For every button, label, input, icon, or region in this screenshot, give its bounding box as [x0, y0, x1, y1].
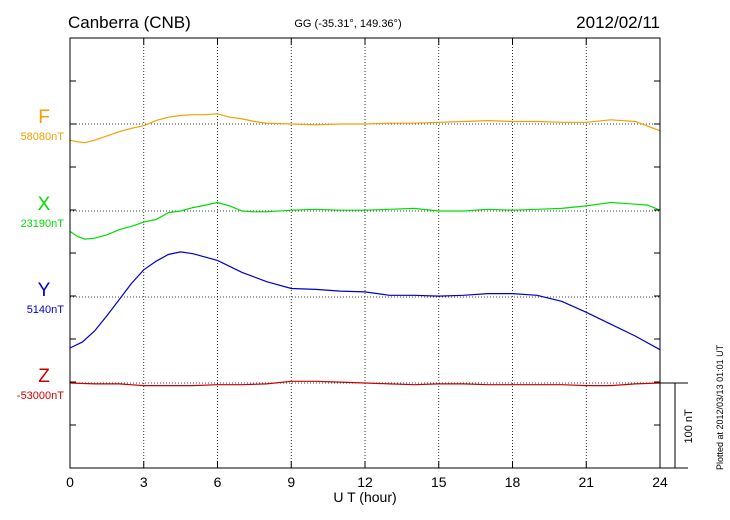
x-tick-label: 9 [287, 474, 295, 490]
series-baseline-z: -53000nT [17, 390, 64, 402]
coords-label: GG (-35.31°, 149.36°) [294, 18, 401, 30]
plotted-timestamp: Plotted at 2012/03/13 01:01 UT [715, 344, 725, 470]
x-tick-label: 3 [140, 474, 148, 490]
series-name-y: Y [38, 280, 51, 301]
scale-bar-label: 100 nT [683, 409, 695, 444]
series-labels: F 58080nT X 23190nT Y 5140nT Z -53000nT [17, 107, 64, 402]
x-tick-label: 6 [214, 474, 222, 490]
grid-lines [70, 38, 660, 468]
x-axis-ticks: 0 3 6 9 12 15 18 21 24 [66, 38, 668, 490]
series-lines [69, 113, 661, 387]
x-tick-label: 0 [66, 474, 74, 490]
date-label: 2012/02/11 [576, 13, 660, 32]
series-name-z: Z [38, 366, 50, 387]
x-tick-label: 15 [431, 474, 447, 490]
series-baseline-x: 23190nT [21, 218, 65, 230]
x-tick-label: 12 [357, 474, 373, 490]
series-baseline-f: 58080nT [21, 131, 65, 143]
series-line-y [69, 251, 661, 351]
station-title: Canberra (CNB) [68, 13, 191, 32]
plot-frame [69, 37, 661, 469]
series-line-x [69, 201, 661, 240]
series-baseline-y: 5140nT [27, 304, 65, 316]
x-tick-label: 18 [505, 474, 521, 490]
series-line-f [69, 113, 661, 144]
series-name-f: F [38, 107, 50, 128]
series-name-x: X [38, 194, 51, 215]
x-tick-label: 21 [578, 474, 594, 490]
series-line-z [69, 380, 661, 387]
x-tick-label: 24 [652, 474, 668, 490]
x-axis-label: U T (hour) [333, 489, 396, 505]
